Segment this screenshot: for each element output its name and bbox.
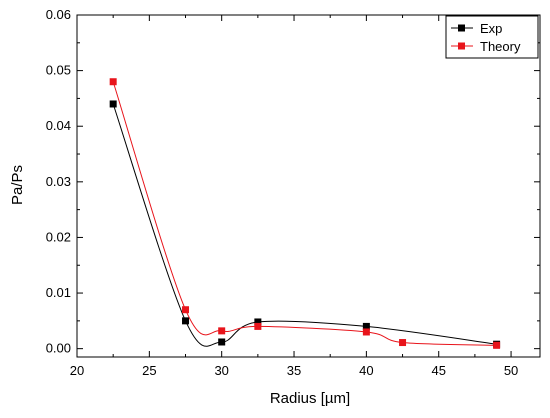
y-axis-label: Pa/Ps: [9, 165, 26, 205]
x-tick-label: 35: [287, 363, 301, 378]
data-point-theory: [218, 327, 226, 335]
x-tick-label: 25: [142, 363, 156, 378]
data-point-exp: [182, 317, 190, 325]
data-point-exp: [362, 322, 370, 330]
curves-layer: [112, 81, 497, 347]
x-tick-label: 50: [504, 363, 518, 378]
y-tick-label: 0.06: [46, 7, 71, 22]
legend-marker-theory: [458, 42, 465, 50]
data-point-theory: [109, 78, 117, 86]
legend-marker-exp: [458, 24, 465, 32]
data-point-exp: [218, 338, 226, 346]
series-line-exp: [112, 103, 497, 347]
data-point-exp: [254, 318, 262, 326]
x-axis-label: Radius [µm]: [270, 390, 350, 407]
legend: Exp Theory: [445, 15, 539, 59]
data-point-theory: [254, 322, 262, 330]
x-tick-label: 40: [359, 363, 373, 378]
y-tick-label: 0.05: [46, 63, 71, 78]
y-tick-label: 0.02: [46, 229, 71, 244]
data-point-exp: [109, 100, 117, 108]
markers-layer: [109, 78, 501, 349]
y-tick-label: 0.04: [46, 118, 71, 133]
y-tick-label: 0.03: [46, 174, 71, 189]
series-line-theory: [112, 81, 497, 346]
x-tick-label: 20: [70, 363, 84, 378]
plot-frame: [76, 14, 541, 358]
data-point-theory: [399, 339, 407, 347]
x-tick-label: 30: [214, 363, 228, 378]
data-point-theory: [493, 341, 501, 349]
legend-label-theory: Theory: [480, 39, 521, 54]
x-tick-label: 45: [431, 363, 445, 378]
data-point-theory: [362, 328, 370, 336]
axes-layer: 20 25 30 35 40 45 50 0.00 0.01 0.02 0.03 0.04 0.05 0.…: [46, 7, 541, 378]
data-point-theory: [182, 306, 190, 314]
legend-box: [445, 15, 539, 59]
legend-label-exp: Exp: [480, 21, 502, 36]
y-tick-label: 0.00: [46, 341, 71, 356]
y-tick-label: 0.01: [46, 285, 71, 300]
